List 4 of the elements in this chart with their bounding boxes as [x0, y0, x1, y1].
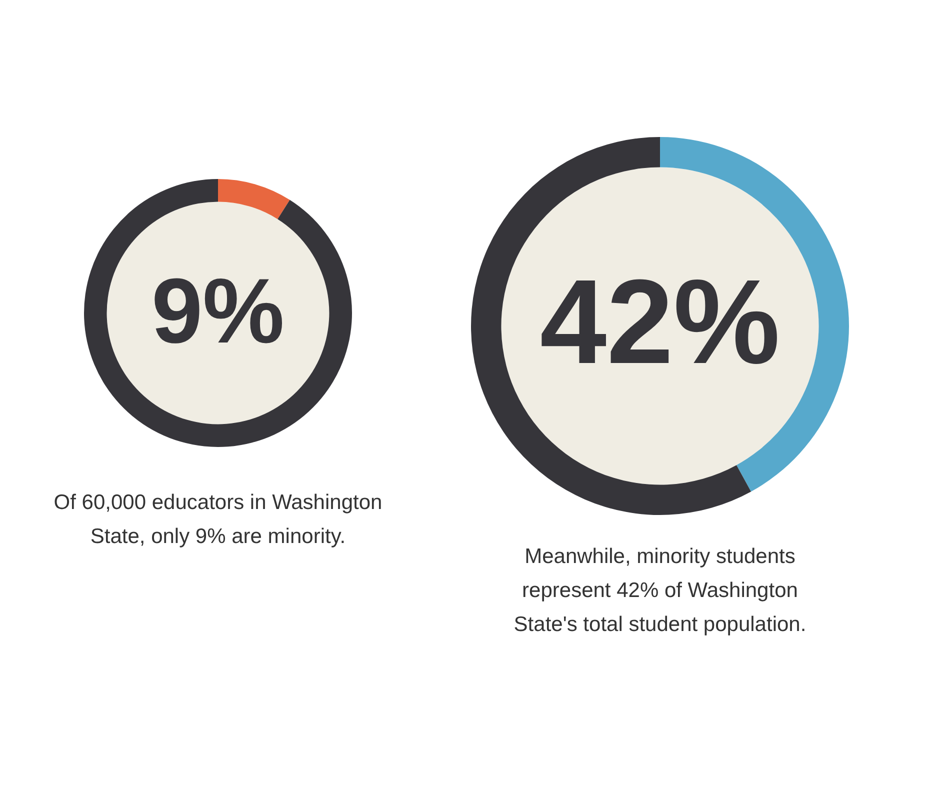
data-label: 42% [540, 255, 780, 390]
text: Of 60,000 educators in Washington State, only 9% are minority. [52, 490, 384, 550]
text: Meanwhile, minority students represent 42% of Washington State's total student population. [512, 544, 808, 638]
data-label: 9% [152, 260, 284, 362]
